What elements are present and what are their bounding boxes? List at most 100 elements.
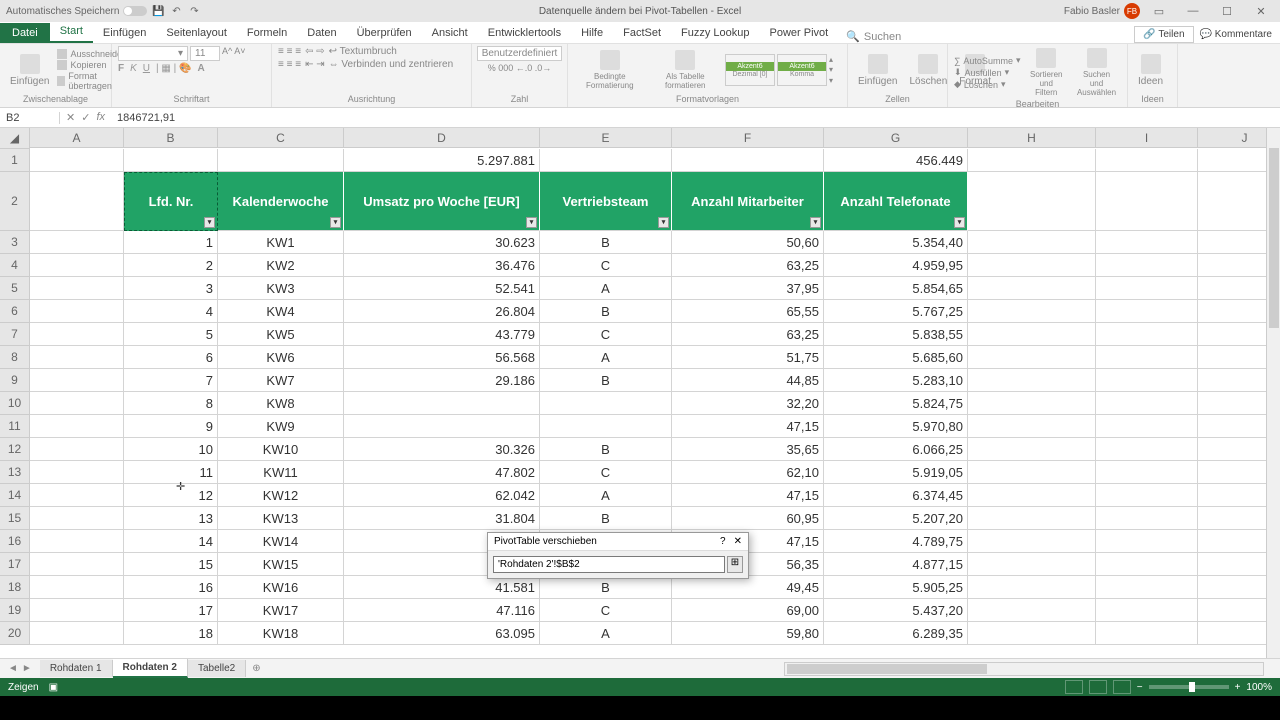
table-cell[interactable]: 5.970,80 xyxy=(824,415,968,438)
fill-button[interactable]: ⬇ Ausfüllen ▾ xyxy=(954,67,1020,78)
save-icon[interactable]: 💾 xyxy=(151,4,165,18)
tab-data[interactable]: Daten xyxy=(297,23,346,43)
table-cell[interactable]: 36.476 xyxy=(344,254,540,277)
table-cell[interactable]: 63.095 xyxy=(344,622,540,645)
table-cell[interactable]: 26.804 xyxy=(344,300,540,323)
new-sheet-button[interactable]: ⊕ xyxy=(246,663,266,674)
table-cell[interactable]: 8 xyxy=(124,392,218,415)
comments-button[interactable]: 💬 Kommentare xyxy=(1200,29,1272,40)
zoom-in-button[interactable]: + xyxy=(1235,682,1241,693)
user-avatar[interactable]: FB xyxy=(1124,3,1140,19)
sheet-tab-rohdaten1[interactable]: Rohdaten 1 xyxy=(40,660,113,677)
table-cell[interactable]: 32,20 xyxy=(672,392,824,415)
font-selector[interactable]: ▾ xyxy=(118,46,188,61)
table-cell[interactable]: 65,55 xyxy=(672,300,824,323)
tell-me-search[interactable]: 🔍 Suchen xyxy=(838,30,901,43)
table-cell[interactable]: 37,95 xyxy=(672,277,824,300)
table-cell[interactable]: 4.959,95 xyxy=(824,254,968,277)
table-cell[interactable]: 7 xyxy=(124,369,218,392)
table-cell[interactable]: B xyxy=(540,369,672,392)
table-cell[interactable]: 5.838,55 xyxy=(824,323,968,346)
table-cell[interactable]: KW4 xyxy=(218,300,344,323)
table-cell[interactable]: 49,45 xyxy=(672,576,824,599)
table-header[interactable]: Lfd. Nr.▾ xyxy=(124,172,218,231)
table-cell[interactable]: 4 xyxy=(124,300,218,323)
table-cell[interactable]: B xyxy=(540,300,672,323)
fx-icon[interactable]: fx xyxy=(96,111,105,124)
table-cell[interactable]: B xyxy=(540,231,672,254)
table-cell[interactable]: 15 xyxy=(124,553,218,576)
table-cell[interactable]: 47.116 xyxy=(344,599,540,622)
table-cell[interactable]: 62.042 xyxy=(344,484,540,507)
merge-button[interactable]: ⇔ Verbinden und zentrieren xyxy=(329,59,454,70)
close-button[interactable]: ✕ xyxy=(1246,0,1276,22)
zoom-out-button[interactable]: − xyxy=(1137,682,1143,693)
filter-button[interactable]: ▾ xyxy=(526,217,537,228)
row-header[interactable]: 13 xyxy=(0,461,30,484)
table-cell[interactable]: 60,95 xyxy=(672,507,824,530)
maximize-button[interactable]: ☐ xyxy=(1212,0,1242,22)
row-header[interactable]: 16 xyxy=(0,530,30,553)
row-header[interactable]: 7 xyxy=(0,323,30,346)
table-cell[interactable]: KW2 xyxy=(218,254,344,277)
table-cell[interactable]: 50,60 xyxy=(672,231,824,254)
zoom-level[interactable]: 100% xyxy=(1246,682,1272,693)
table-cell[interactable]: 1 xyxy=(124,231,218,254)
table-cell[interactable]: 63,25 xyxy=(672,254,824,277)
dialog-close-button[interactable]: ✕ xyxy=(734,536,742,547)
table-cell[interactable]: 14 xyxy=(124,530,218,553)
tab-review[interactable]: Überprüfen xyxy=(347,23,422,43)
table-cell[interactable]: 3 xyxy=(124,277,218,300)
table-cell[interactable]: A xyxy=(540,346,672,369)
table-cell[interactable]: 47.802 xyxy=(344,461,540,484)
table-cell[interactable]: 9 xyxy=(124,415,218,438)
table-header[interactable]: Umsatz pro Woche [EUR]▾ xyxy=(344,172,540,231)
select-all-cell[interactable]: ◢ xyxy=(0,128,30,149)
sort-filter-button[interactable]: Sortieren und Filtern xyxy=(1024,46,1068,99)
row-header[interactable]: 10 xyxy=(0,392,30,415)
col-header[interactable]: C xyxy=(218,128,344,148)
table-cell[interactable]: 5.905,25 xyxy=(824,576,968,599)
table-cell[interactable] xyxy=(344,392,540,415)
table-cell[interactable]: KW6 xyxy=(218,346,344,369)
view-layout-icon[interactable] xyxy=(1089,680,1107,694)
row-header[interactable]: 1 xyxy=(0,149,30,172)
table-cell[interactable]: C xyxy=(540,461,672,484)
undo-icon[interactable]: ↶ xyxy=(169,4,183,18)
row-header[interactable]: 3 xyxy=(0,231,30,254)
table-cell[interactable]: 5.854,65 xyxy=(824,277,968,300)
table-cell[interactable]: 5.824,75 xyxy=(824,392,968,415)
col-header[interactable]: A xyxy=(30,128,124,148)
tab-factset[interactable]: FactSet xyxy=(613,23,671,43)
view-pagebreak-icon[interactable] xyxy=(1113,680,1131,694)
autosave-toggle[interactable] xyxy=(123,6,147,16)
dialog-range-input[interactable] xyxy=(493,556,725,573)
row-header[interactable]: 2 xyxy=(0,172,30,231)
row-header[interactable]: 8 xyxy=(0,346,30,369)
table-cell[interactable]: 16 xyxy=(124,576,218,599)
table-cell[interactable]: 10 xyxy=(124,438,218,461)
ribbon-options-icon[interactable]: ▭ xyxy=(1144,0,1174,22)
vertical-scrollbar[interactable] xyxy=(1266,128,1280,658)
table-cell[interactable]: 6.374,45 xyxy=(824,484,968,507)
row-header[interactable]: 17 xyxy=(0,553,30,576)
table-cell[interactable] xyxy=(344,415,540,438)
sheet-nav-prev[interactable]: ◄ xyxy=(8,663,18,674)
filter-button[interactable]: ▾ xyxy=(954,217,965,228)
macro-record-icon[interactable]: ▣ xyxy=(49,682,58,693)
table-header[interactable]: Anzahl Mitarbeiter▾ xyxy=(672,172,824,231)
table-header[interactable]: Vertriebsteam▾ xyxy=(540,172,672,231)
table-cell[interactable]: 35,65 xyxy=(672,438,824,461)
tab-help[interactable]: Hilfe xyxy=(571,23,613,43)
table-header[interactable]: Kalenderwoche▾ xyxy=(218,172,344,231)
ideas-button[interactable]: Ideen xyxy=(1134,52,1167,89)
row-header[interactable]: 19 xyxy=(0,599,30,622)
table-cell[interactable]: 44,85 xyxy=(672,369,824,392)
table-cell[interactable]: B xyxy=(540,507,672,530)
table-cell[interactable]: 41.581 xyxy=(344,576,540,599)
style-accent1[interactable]: Akzent6Dezimal [0] xyxy=(725,54,775,86)
col-header[interactable]: I xyxy=(1096,128,1198,148)
tab-formulas[interactable]: Formeln xyxy=(237,23,297,43)
cell-g1[interactable]: 456.449 xyxy=(824,149,968,172)
table-cell[interactable]: A xyxy=(540,622,672,645)
